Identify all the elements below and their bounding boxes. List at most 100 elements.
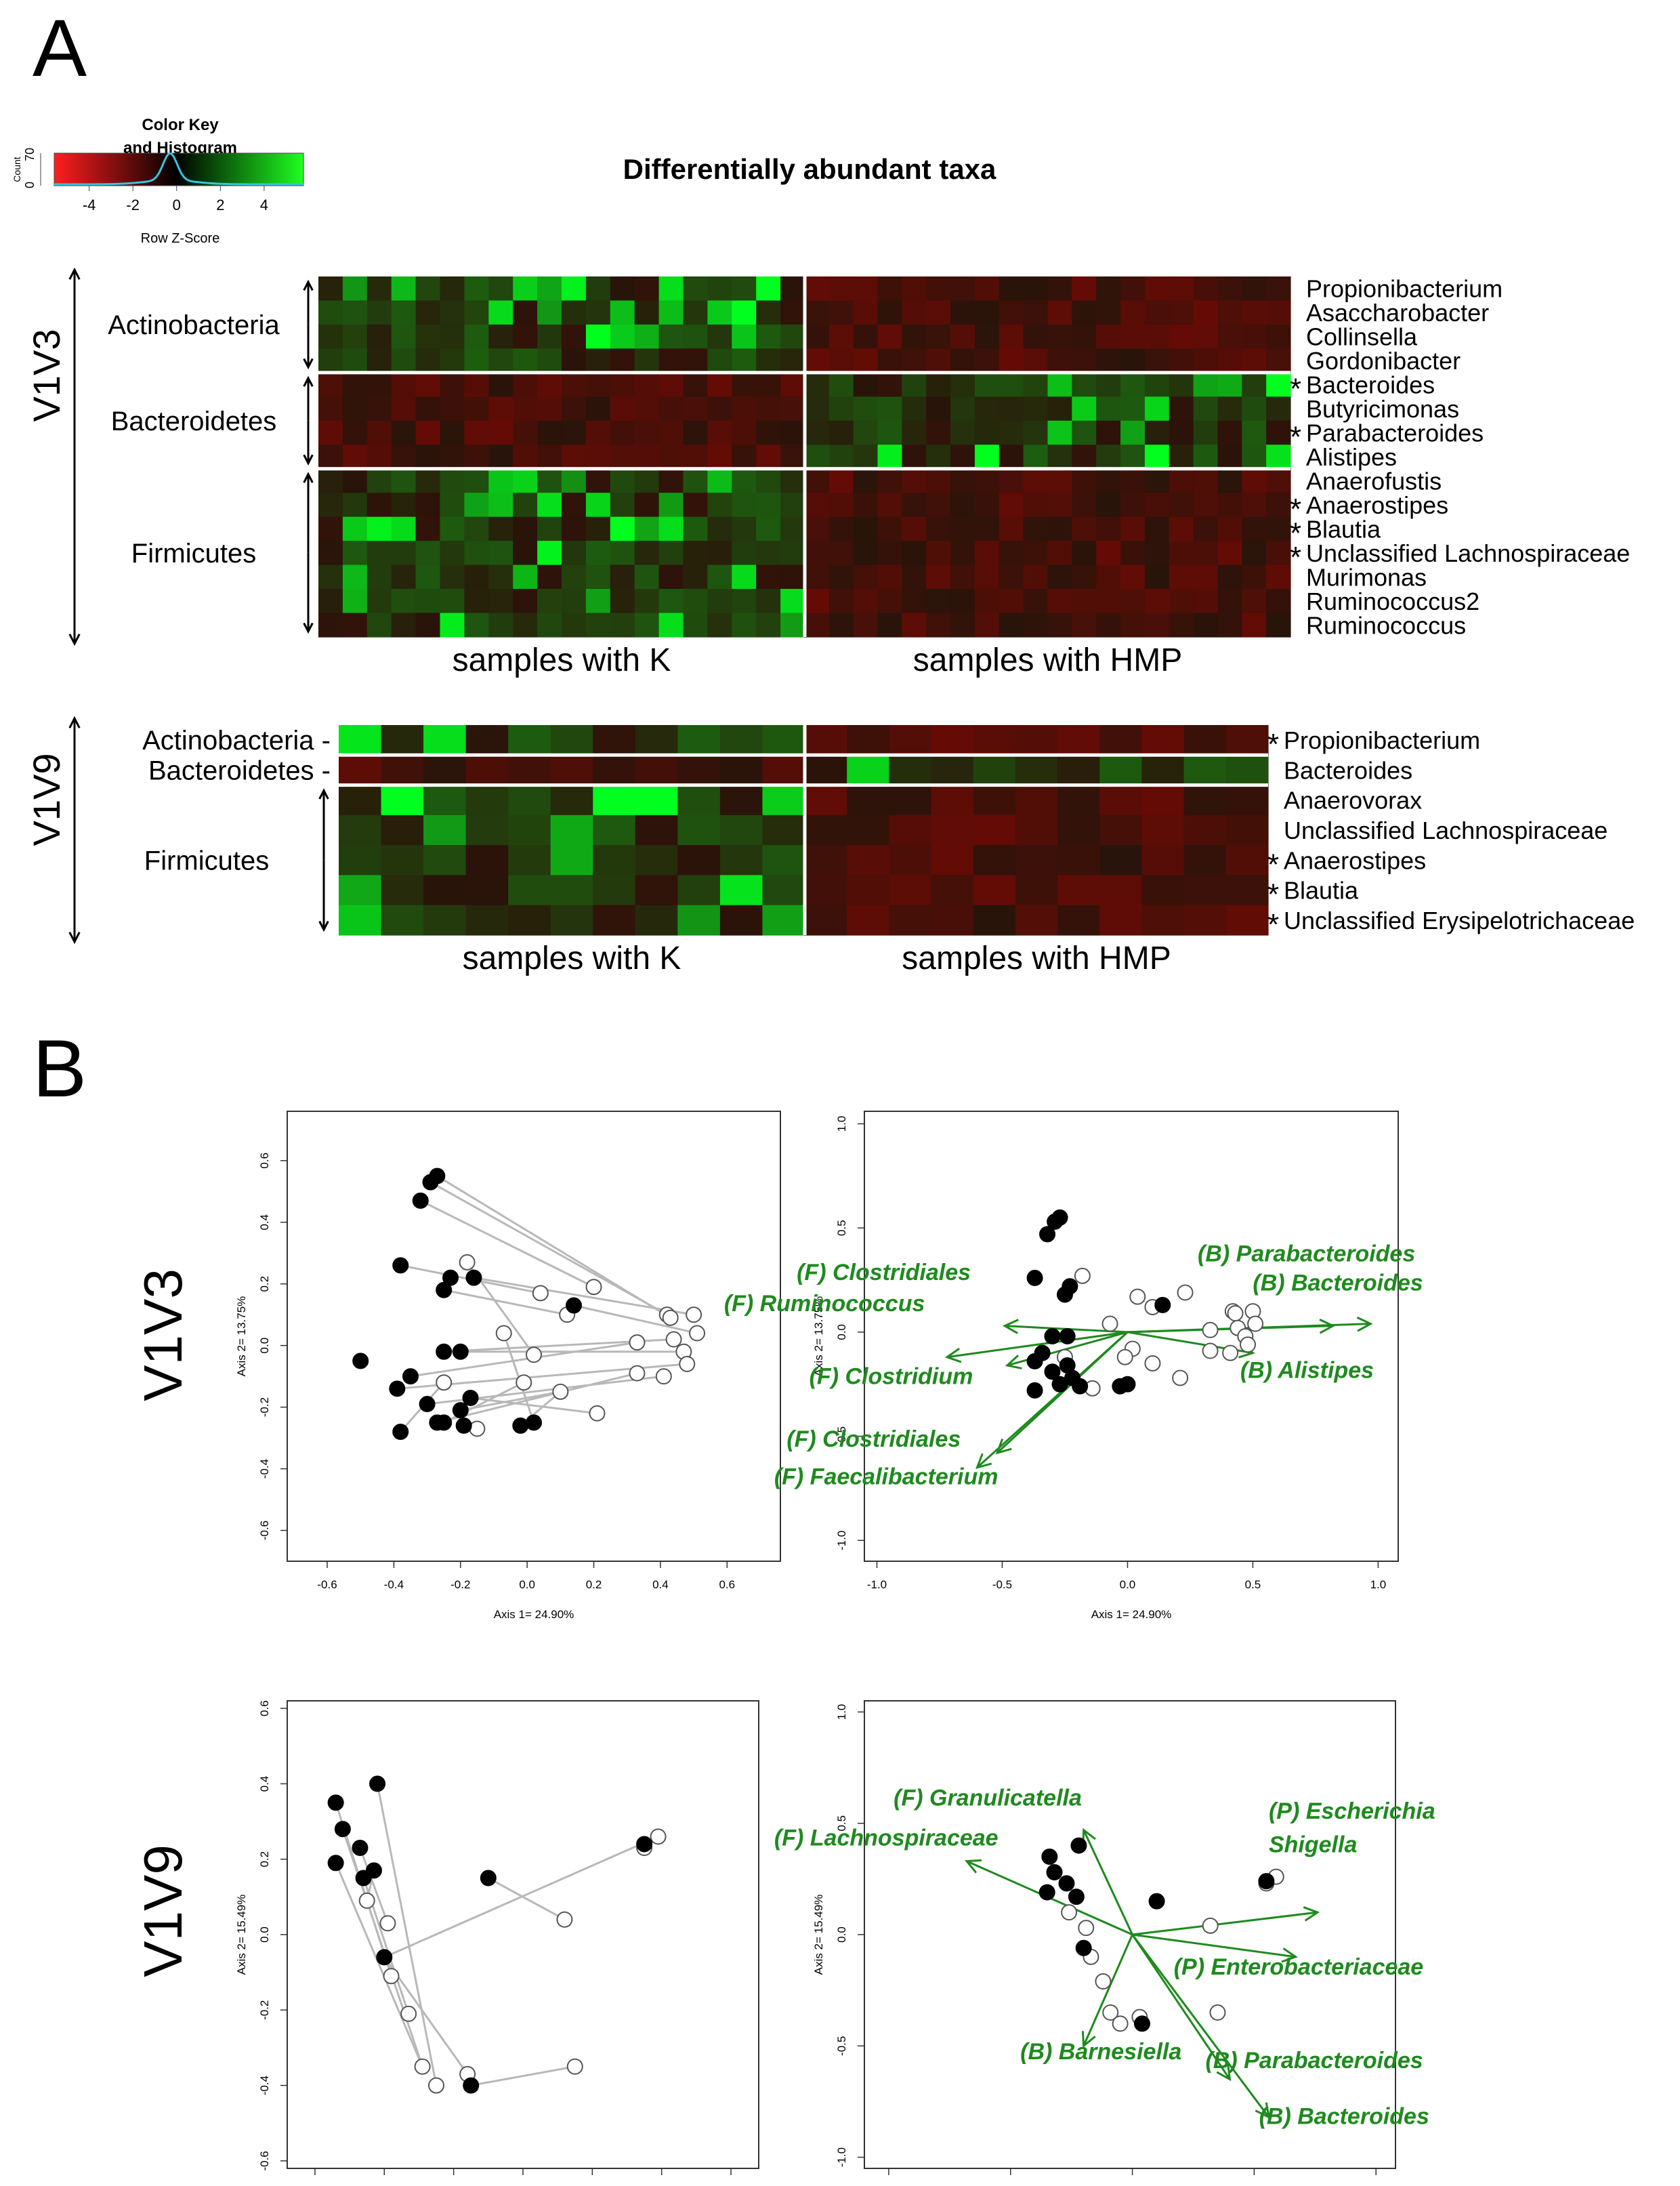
heatmap-cell bbox=[1096, 613, 1121, 638]
significance-star: * bbox=[1267, 728, 1279, 761]
heatmap-cell bbox=[1047, 372, 1072, 397]
heatmap-cell bbox=[926, 613, 951, 638]
heatmap-cell bbox=[902, 516, 927, 541]
pair-link bbox=[341, 1828, 424, 2067]
heatmap-cell bbox=[1217, 396, 1242, 421]
heatmap-cell bbox=[658, 324, 684, 349]
biplot-v1v3: -1.0 -0.5 0.0 0.5 1.0 -1.0 -0.5 0.0 0.5 1.0 Axis 1… bbox=[724, 1111, 1423, 1621]
heatmap-cell bbox=[562, 468, 587, 493]
heatmap-cell bbox=[1144, 541, 1170, 566]
heatmap-cell bbox=[610, 348, 635, 373]
heatmap-cell bbox=[931, 785, 974, 816]
heatmap-cell bbox=[1015, 755, 1058, 786]
loading-arrow bbox=[1132, 1933, 1298, 1963]
heatmap-cell bbox=[950, 468, 975, 493]
heatmap-cell bbox=[805, 300, 830, 325]
heatmap-cell bbox=[391, 300, 417, 325]
heatmap-cell bbox=[342, 564, 368, 590]
heatmap-cell bbox=[902, 420, 927, 445]
heatmap-cell bbox=[683, 396, 708, 421]
heatmap-cell bbox=[805, 420, 830, 445]
region-arrow-down bbox=[68, 830, 81, 945]
heatmap-cell bbox=[1217, 541, 1242, 566]
heatmap-cell bbox=[508, 845, 551, 876]
heatmap-cell bbox=[464, 276, 489, 302]
heatmap-cell bbox=[889, 845, 932, 876]
heatmap-cell bbox=[610, 372, 635, 397]
heatmap-cell bbox=[513, 493, 538, 518]
heatmap-cell bbox=[926, 300, 951, 325]
heatmap-cell bbox=[634, 445, 660, 470]
heatmap-cell bbox=[1193, 348, 1219, 373]
heatmap-cell bbox=[756, 493, 781, 518]
color-key-title-line1: Color Key bbox=[142, 116, 219, 134]
heatmap-cell bbox=[366, 589, 392, 614]
heatmap-cell bbox=[1242, 396, 1267, 421]
sample-point-k bbox=[480, 1870, 497, 1886]
heatmap-cell bbox=[1023, 300, 1049, 325]
heatmap-cell bbox=[683, 445, 708, 470]
heatmap-cell bbox=[889, 755, 932, 786]
heatmap-cell bbox=[366, 516, 392, 541]
heatmap-cell bbox=[1023, 589, 1049, 614]
heatmap-cell bbox=[1169, 541, 1194, 566]
heatmap-cell bbox=[1096, 276, 1121, 302]
heatmap-cell bbox=[1242, 516, 1267, 541]
sample-point-hmp bbox=[655, 1368, 672, 1385]
heatmap-cell bbox=[465, 905, 509, 936]
heatmap-cell bbox=[1193, 589, 1219, 614]
heatmap-cell bbox=[1266, 613, 1291, 638]
phylum-label: Actinobacteria - bbox=[142, 726, 331, 756]
heatmap-cell bbox=[707, 348, 732, 373]
taxon-label: Unclassified Erysipelotrichaceae bbox=[1284, 907, 1635, 934]
sample-point-hmp bbox=[1144, 1355, 1161, 1372]
heatmap-cell bbox=[683, 613, 708, 638]
heatmap-cell bbox=[828, 348, 854, 373]
taxon-label: Asaccharobacter bbox=[1306, 299, 1489, 327]
sample-point-k bbox=[1038, 1884, 1055, 1901]
sample-point-hmp bbox=[665, 1331, 682, 1348]
x-axis-label: Axis 1= 24.90% bbox=[494, 1608, 574, 1621]
heatmap-cell bbox=[366, 276, 392, 302]
pair-link bbox=[470, 1397, 597, 1415]
heatmap-cell bbox=[780, 396, 805, 421]
heatmap-cell bbox=[562, 589, 587, 614]
loading-arrow-shaft bbox=[1132, 1933, 1296, 1958]
heatmap-cell bbox=[488, 516, 513, 541]
heatmap-cell bbox=[926, 324, 951, 349]
heatmap-cell bbox=[1266, 372, 1291, 397]
heatmap-cell bbox=[318, 372, 343, 397]
significance-star: * bbox=[1290, 373, 1301, 406]
heatmap-cell bbox=[926, 564, 951, 590]
color-key-histogram bbox=[54, 152, 303, 186]
y-tick-label: 0.0 bbox=[258, 1338, 271, 1354]
heatmap-cell bbox=[513, 276, 538, 302]
heatmap-cell bbox=[950, 276, 975, 302]
x-tick-label: -0.4 bbox=[384, 1578, 404, 1591]
heatmap-cell bbox=[1169, 348, 1194, 373]
heatmap-cell bbox=[902, 324, 927, 349]
taxon-arrow-label: (F) Lachnospiraceae bbox=[774, 1826, 999, 1851]
heatmap-cell bbox=[537, 589, 562, 614]
heatmap-cell bbox=[318, 324, 343, 349]
heatmap-cell bbox=[1023, 348, 1049, 373]
heatmap-cell bbox=[1169, 468, 1194, 493]
heatmap-cell bbox=[828, 372, 854, 397]
heatmap-cell bbox=[1193, 372, 1219, 397]
heatmap-cell bbox=[974, 493, 1000, 518]
sample-point-hmp bbox=[1061, 1904, 1078, 1921]
taxon-arrow-label: (B) Bacteroides bbox=[1259, 2103, 1429, 2129]
heatmap-cell bbox=[1193, 613, 1219, 638]
heatmap-cell bbox=[828, 445, 854, 470]
heatmap-cell bbox=[707, 396, 732, 421]
sample-point-hmp bbox=[686, 1306, 702, 1323]
heatmap-cell bbox=[1169, 276, 1194, 302]
heatmap-cell bbox=[562, 541, 587, 566]
heatmap-cell bbox=[973, 905, 1016, 936]
heatmap-cell bbox=[593, 905, 636, 936]
region-arrow-up-head bbox=[68, 716, 81, 728]
heatmap-cell bbox=[464, 396, 489, 421]
heatmap-cell bbox=[1120, 445, 1146, 470]
heatmap-cell bbox=[877, 396, 902, 421]
heatmap-cell bbox=[780, 276, 805, 302]
